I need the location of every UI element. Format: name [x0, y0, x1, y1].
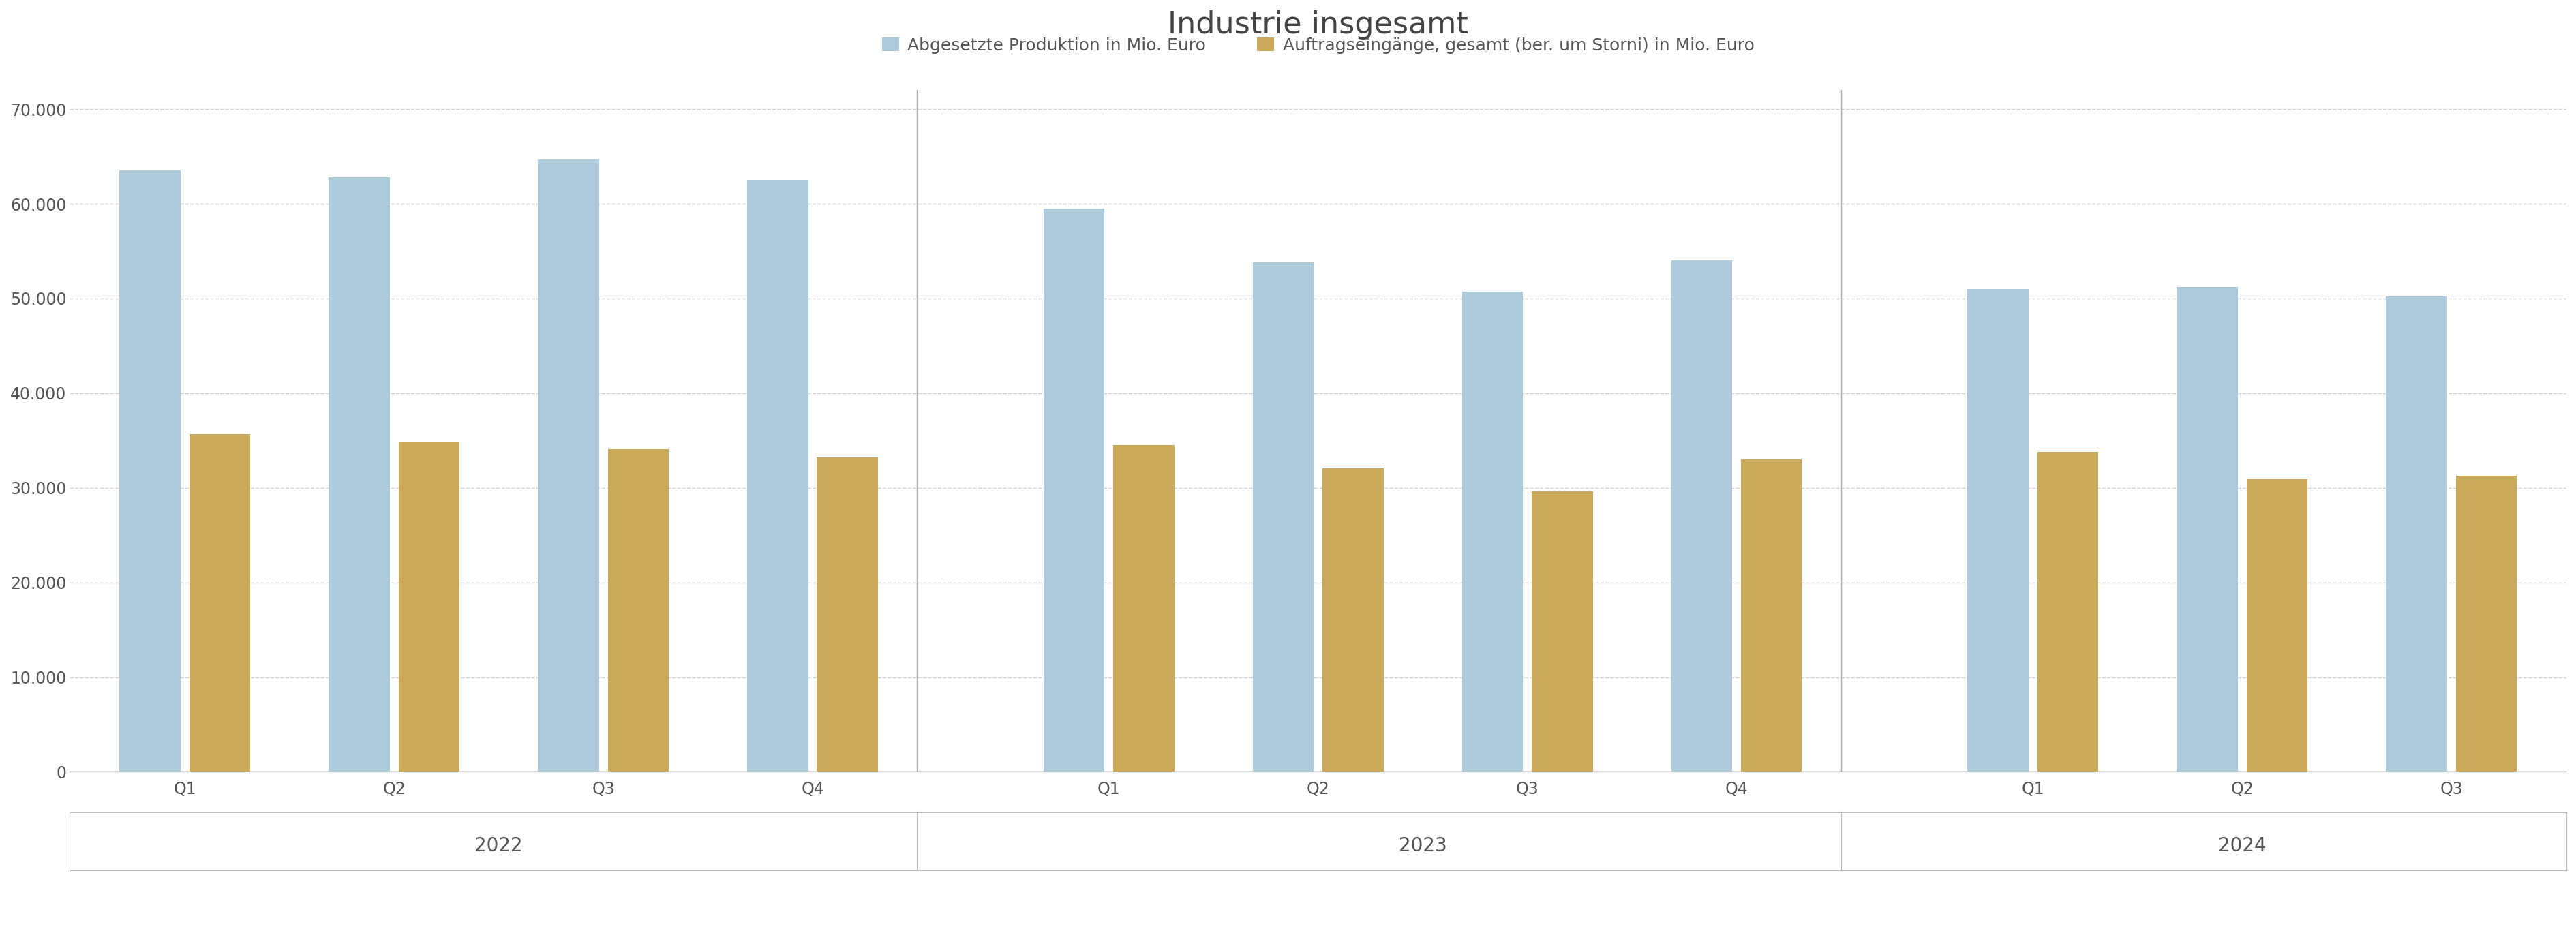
Bar: [330, 177, 389, 772]
Bar: [2246, 480, 2308, 772]
Bar: [747, 180, 809, 772]
Bar: [1321, 468, 1383, 772]
Bar: [1461, 291, 1522, 772]
Text: 2023: 2023: [1399, 836, 1448, 855]
Bar: [1113, 446, 1175, 772]
Bar: [188, 434, 250, 772]
Text: 2022: 2022: [474, 836, 523, 855]
Bar: [2038, 452, 2097, 772]
Bar: [2177, 287, 2236, 772]
Title: Industrie insgesamt: Industrie insgesamt: [1167, 10, 1468, 40]
Bar: [399, 442, 459, 772]
Bar: [1672, 260, 1731, 772]
Legend: Abgesetzte Produktion in Mio. Euro, Auftragseingänge, gesamt (ber. um Storni) in: Abgesetzte Produktion in Mio. Euro, Auft…: [876, 30, 1759, 61]
Bar: [1968, 289, 2027, 772]
Bar: [1043, 208, 1105, 772]
Bar: [118, 170, 180, 772]
Bar: [1252, 262, 1314, 772]
Bar: [2455, 476, 2517, 772]
Text: 2024: 2024: [2218, 836, 2267, 855]
Bar: [538, 159, 598, 772]
Bar: [817, 458, 878, 772]
Bar: [2385, 297, 2447, 772]
Bar: [1530, 492, 1592, 772]
Bar: [608, 449, 670, 772]
Bar: [1741, 460, 1801, 772]
